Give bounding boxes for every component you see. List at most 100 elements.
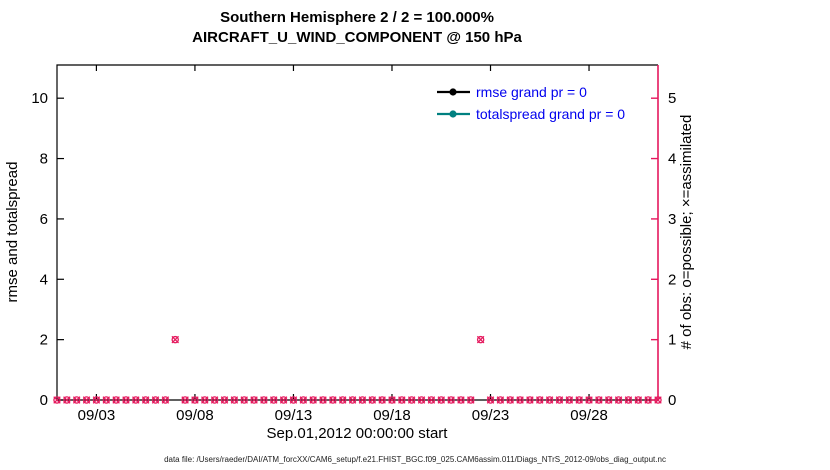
y-left-tick-label: 8 <box>40 151 48 168</box>
obs-possible-marker <box>250 396 258 404</box>
obs-possible-marker <box>348 396 357 404</box>
obs-assimilated-marker <box>122 396 130 404</box>
obs-possible-marker <box>545 396 554 404</box>
obs-assimilated-marker <box>368 396 377 404</box>
x-axis-label: Sep.01,2012 00:00:00 start <box>267 425 449 442</box>
y-right-tick-label: 1 <box>668 332 676 349</box>
obs-assimilated-marker <box>220 396 229 404</box>
obs-assimilated-marker <box>634 396 643 404</box>
obs-possible-marker <box>92 396 101 404</box>
obs-assimilated-marker <box>329 396 337 404</box>
obs-assimilated-marker <box>565 396 574 404</box>
obs-assimilated-marker <box>82 396 91 404</box>
obs-possible-marker <box>72 396 81 404</box>
obs-assimilated-marker <box>72 396 81 404</box>
obs-assimilated-marker <box>250 396 258 404</box>
x-tick-label: 09/28 <box>570 407 608 424</box>
obs-assimilated-marker <box>437 396 446 404</box>
obs-assimilated-marker <box>260 396 268 404</box>
obs-assimilated-marker <box>279 396 288 404</box>
obs-assimilated-marker <box>644 396 652 404</box>
obs-possible-marker <box>644 396 652 404</box>
x-tick-label: 09/18 <box>373 407 411 424</box>
obs-possible-marker <box>299 396 308 404</box>
obs-possible-marker <box>191 396 199 404</box>
obs-possible-marker <box>467 396 475 404</box>
obs-possible-marker <box>526 396 534 404</box>
obs-possible-marker <box>585 396 593 404</box>
x-tick-label: 09/03 <box>78 407 116 424</box>
obs-assimilated-marker <box>171 335 179 344</box>
y-right-tick-label: 4 <box>668 151 676 168</box>
obs-possible-marker <box>53 396 61 404</box>
obs-possible-marker <box>447 396 455 404</box>
obs-possible-marker <box>122 396 130 404</box>
obs-possible-marker <box>575 396 583 404</box>
obs-assimilated-marker <box>201 396 209 404</box>
obs-assimilated-marker <box>53 396 61 404</box>
obs-assimilated-marker <box>299 396 308 404</box>
x-tick-label: 09/08 <box>176 407 214 424</box>
y-left-tick-label: 0 <box>40 392 48 409</box>
obs-possible-marker <box>338 396 347 404</box>
obs-possible-marker <box>516 396 524 404</box>
obs-possible-marker <box>240 396 248 404</box>
obs-assimilated-marker <box>348 396 357 404</box>
obs-possible-marker <box>417 396 426 404</box>
obs-possible-marker <box>388 396 396 404</box>
obs-possible-marker <box>398 396 406 404</box>
obs-possible-marker <box>595 396 603 404</box>
obs-possible-marker <box>112 396 120 404</box>
y-left-tick-label: 10 <box>31 90 48 107</box>
obs-assimilated-marker <box>151 396 160 404</box>
plot-box <box>56 64 659 401</box>
obs-assimilated-marker <box>378 396 386 404</box>
obs-assimilated-marker <box>604 396 613 404</box>
obs-assimilated-marker <box>457 396 465 404</box>
obs-assimilated-marker <box>210 396 219 404</box>
obs-possible-marker <box>614 396 623 404</box>
obs-assimilated-marker <box>447 396 455 404</box>
x-axis-ticks: 09/03 09/08 09/13 09/18 09/23 09/28 <box>78 65 608 424</box>
obs-possible-marker <box>358 396 367 404</box>
obs-possible-marker <box>201 396 209 404</box>
obs-possible-marker <box>102 396 111 404</box>
y-right-tick-label: 2 <box>668 271 676 288</box>
obs-possible-marker <box>210 396 219 404</box>
y-left-tick-label: 4 <box>40 271 48 288</box>
obs-assimilated-marker <box>506 396 514 404</box>
x-tick-label: 09/23 <box>472 407 510 424</box>
obs-possible-marker <box>368 396 377 404</box>
obs-assimilated-marker <box>358 396 367 404</box>
obs-assimilated-marker <box>545 396 554 404</box>
obs-assimilated-marker <box>496 396 505 404</box>
obs-assimilated-marker <box>309 396 317 404</box>
obs-possible-marker <box>634 396 643 404</box>
obs-possible-marker <box>132 396 140 404</box>
obs-possible-marker <box>319 396 327 404</box>
obs-possible-marker <box>329 396 337 404</box>
obs-assimilated-marker <box>555 396 564 404</box>
obs-possible-marker <box>220 396 229 404</box>
obs-possible-marker <box>565 396 574 404</box>
obs-possible-marker <box>486 396 495 404</box>
obs-assimilated-marker <box>132 396 140 404</box>
obs-assimilated-marker <box>575 396 583 404</box>
right-axis-ticks: 0 1 2 3 4 5 <box>651 90 676 409</box>
obs-possible-marker <box>407 396 416 404</box>
obs-assimilated-marker <box>102 396 111 404</box>
legend-totalspread-marker <box>449 110 457 118</box>
obs-possible-marker <box>260 396 268 404</box>
obs-possible-marker <box>476 335 485 344</box>
obs-assimilated-marker <box>269 396 278 404</box>
obs-possible-marker <box>654 396 662 404</box>
obs-assimilated-marker <box>536 396 544 404</box>
obs-assimilated-marker <box>240 396 248 404</box>
legend-rmse-marker <box>449 88 457 96</box>
obs-possible-marker <box>427 396 436 404</box>
obs-assimilated-marker <box>181 396 189 404</box>
obs-assimilated-marker <box>230 396 239 404</box>
obs-possible-marker <box>171 335 179 344</box>
